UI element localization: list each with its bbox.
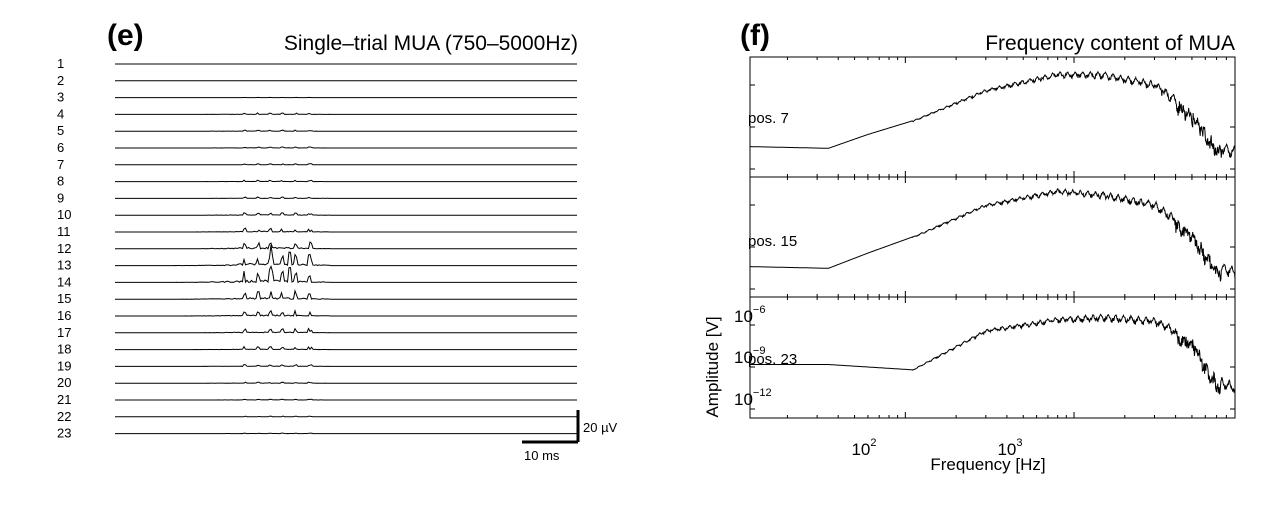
amplitude-scale-label: 20 µV xyxy=(583,420,618,435)
trace-stack xyxy=(115,63,577,435)
panel-e-letter: (e) xyxy=(107,19,144,52)
channel-label: 6 xyxy=(57,140,64,155)
x-tick-label: 103 xyxy=(997,437,1022,459)
channel-label: 4 xyxy=(57,106,64,121)
x-tick-base: 10 xyxy=(997,440,1016,459)
channel-label: 15 xyxy=(57,291,71,306)
channel-label: 10 xyxy=(57,207,71,222)
trace-line xyxy=(115,345,577,351)
panel-f-title: Frequency content of MUA xyxy=(985,32,1235,55)
trace-line xyxy=(115,432,577,435)
y-tick-labels: 10−6 10−9 10−12 xyxy=(734,304,772,409)
spectrum-label-pos-15: pos. 15 xyxy=(748,233,797,250)
spectrum-curves xyxy=(750,70,1236,396)
channel-label: 18 xyxy=(57,342,71,357)
panel-f-letter: (f) xyxy=(740,19,770,52)
channel-label: 14 xyxy=(57,274,71,289)
channel-label: 19 xyxy=(57,358,71,373)
channel-label: 5 xyxy=(57,123,64,138)
scale-bar: 20 µV 10 ms xyxy=(522,410,618,463)
trace-line xyxy=(115,163,577,166)
channel-label: 12 xyxy=(57,241,71,256)
channel-label: 21 xyxy=(57,392,71,407)
trace-line xyxy=(115,129,577,132)
subplot-frame xyxy=(749,296,1236,419)
channel-label: 22 xyxy=(57,409,71,424)
channel-label: 23 xyxy=(57,426,71,441)
channel-label: 20 xyxy=(57,375,71,390)
spectrum-line xyxy=(750,313,1236,396)
trace-line xyxy=(115,227,577,233)
trace-line xyxy=(115,415,577,418)
trace-line xyxy=(115,241,577,250)
time-scale-label: 10 ms xyxy=(524,448,560,463)
x-tick-base: 10 xyxy=(851,440,870,459)
y-tick-base: 10 xyxy=(734,348,753,367)
y-tick-label: 10−12 xyxy=(734,387,772,409)
y-tick-exp: −12 xyxy=(753,387,772,399)
trace-line xyxy=(115,179,577,183)
channel-label: 2 xyxy=(57,73,64,88)
channel-label: 16 xyxy=(57,308,71,323)
spectrum-label-pos-23: pos. 23 xyxy=(748,351,797,368)
channel-label: 3 xyxy=(57,90,64,105)
trace-line xyxy=(115,146,577,149)
x-tick-label: 102 xyxy=(851,437,876,459)
subplot-frame xyxy=(749,56,1236,178)
y-tick-label: 10−6 xyxy=(734,304,765,326)
x-tick-exp: 3 xyxy=(1016,437,1022,449)
trace-line xyxy=(115,244,577,267)
trace-line xyxy=(115,398,577,401)
channel-label: 11 xyxy=(57,224,71,239)
trace-line xyxy=(115,196,577,199)
x-tick-labels: 102 103 xyxy=(851,437,1022,459)
y-tick-exp: −6 xyxy=(753,304,766,316)
panel-e: (e) Single–trial MUA (750–5000Hz) 123456… xyxy=(57,19,618,463)
spectrum-line xyxy=(750,70,1236,158)
x-tick-exp: 2 xyxy=(870,437,876,449)
y-tick-base: 10 xyxy=(734,390,753,409)
panel-e-title: Single–trial MUA (750–5000Hz) xyxy=(284,32,578,55)
channel-label: 13 xyxy=(57,258,71,273)
spectrum-line xyxy=(750,187,1236,282)
trace-line xyxy=(115,264,577,284)
channel-label: 17 xyxy=(57,325,71,340)
trace-line xyxy=(115,112,577,115)
channel-label: 1 xyxy=(57,56,64,71)
panel-f: (f) Frequency content of MUA pos. 7 pos.… xyxy=(703,19,1236,474)
trace-line xyxy=(115,363,577,367)
y-axis-label: Amplitude [V] xyxy=(703,316,722,417)
subplot-frame xyxy=(749,176,1236,298)
spectrum-axes xyxy=(749,56,1236,419)
channel-label: 9 xyxy=(57,190,64,205)
trace-line xyxy=(115,289,577,300)
trace-line xyxy=(115,381,577,384)
channel-label: 8 xyxy=(57,174,64,189)
trace-line xyxy=(115,309,577,317)
y-tick-label: 10−9 xyxy=(734,345,765,367)
y-tick-exp: −9 xyxy=(753,345,766,357)
y-tick-base: 10 xyxy=(734,307,753,326)
trace-line xyxy=(115,212,577,216)
spectrum-label-pos-7: pos. 7 xyxy=(748,110,789,127)
channel-label: 7 xyxy=(57,157,64,172)
x-axis-label: Frequency [Hz] xyxy=(930,455,1045,474)
trace-line xyxy=(115,327,577,334)
